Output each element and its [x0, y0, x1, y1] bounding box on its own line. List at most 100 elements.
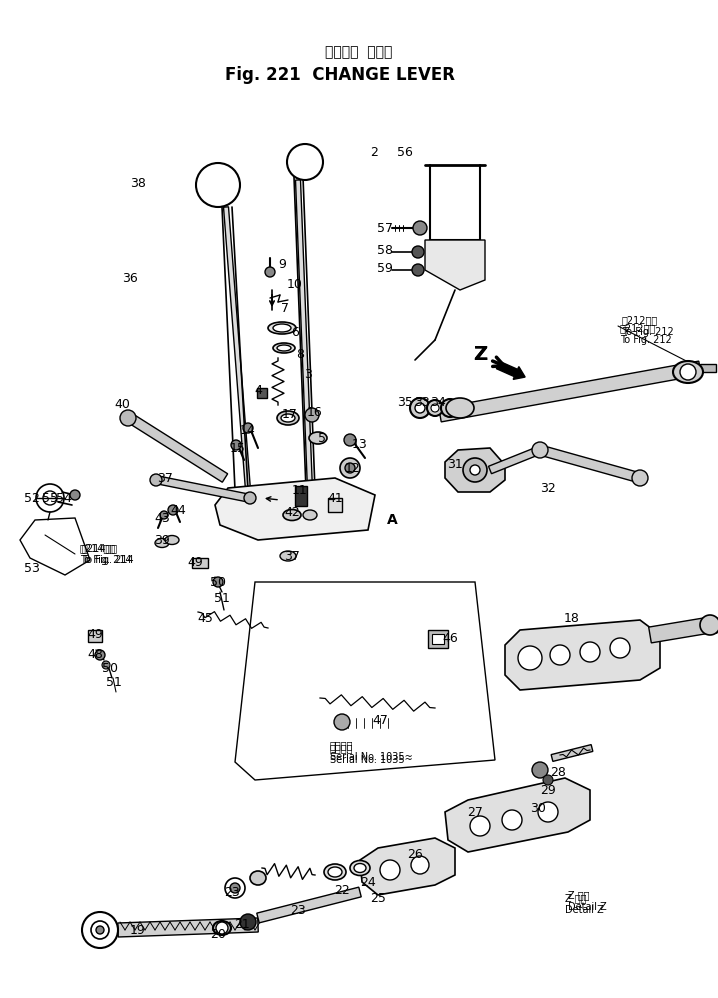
Text: A: A — [386, 513, 397, 527]
Text: 3: 3 — [304, 368, 312, 381]
Text: 56: 56 — [397, 146, 413, 159]
Bar — [428, 630, 448, 648]
Polygon shape — [439, 361, 701, 422]
Text: 8: 8 — [296, 348, 304, 361]
Polygon shape — [445, 448, 505, 492]
Ellipse shape — [281, 414, 295, 422]
Circle shape — [538, 802, 558, 822]
Text: 13: 13 — [352, 438, 368, 451]
Circle shape — [610, 638, 630, 658]
Circle shape — [160, 511, 168, 519]
Ellipse shape — [324, 864, 346, 880]
Text: 11: 11 — [292, 483, 308, 496]
Text: 4: 4 — [254, 383, 262, 396]
Text: 29: 29 — [540, 783, 556, 796]
Circle shape — [532, 442, 548, 458]
Text: 37: 37 — [284, 550, 300, 563]
Polygon shape — [257, 887, 361, 923]
Text: 48: 48 — [87, 649, 103, 662]
Circle shape — [415, 403, 425, 413]
Text: 52: 52 — [24, 491, 40, 505]
Bar — [432, 634, 444, 644]
Text: Fig. 221  CHANGE LEVER: Fig. 221 CHANGE LEVER — [225, 66, 455, 84]
Circle shape — [265, 267, 275, 277]
Bar — [257, 388, 267, 398]
Text: Z: Z — [473, 345, 487, 364]
Ellipse shape — [213, 921, 231, 935]
Text: 20: 20 — [210, 928, 226, 941]
Text: 7: 7 — [281, 301, 289, 314]
Polygon shape — [118, 918, 258, 937]
Polygon shape — [648, 617, 712, 643]
Circle shape — [380, 860, 400, 880]
Circle shape — [305, 408, 319, 422]
Circle shape — [213, 577, 223, 587]
Text: 第212図へ: 第212図へ — [620, 323, 656, 333]
Text: 19: 19 — [130, 923, 146, 936]
Text: 59: 59 — [377, 261, 393, 274]
Ellipse shape — [273, 343, 295, 353]
Circle shape — [413, 221, 427, 235]
Circle shape — [632, 470, 648, 486]
Text: To Fig. 212: To Fig. 212 — [622, 327, 673, 337]
Circle shape — [431, 404, 439, 412]
Bar — [192, 558, 208, 568]
Text: 16: 16 — [307, 405, 323, 418]
Text: 9: 9 — [278, 258, 286, 271]
Polygon shape — [127, 414, 228, 482]
Circle shape — [91, 921, 109, 939]
Circle shape — [231, 440, 241, 450]
Circle shape — [102, 661, 110, 669]
Circle shape — [532, 762, 548, 778]
Text: Z 詳細: Z 詳細 — [568, 890, 589, 900]
Text: To Fig. 212: To Fig. 212 — [620, 335, 672, 345]
FancyArrow shape — [496, 361, 525, 379]
Text: Z: Z — [473, 345, 487, 364]
Text: 31: 31 — [447, 458, 463, 471]
Polygon shape — [445, 778, 590, 852]
Polygon shape — [488, 446, 541, 474]
Ellipse shape — [273, 324, 291, 332]
Circle shape — [196, 163, 240, 207]
Text: 51: 51 — [106, 676, 122, 689]
Text: チェンジ  レバー: チェンジ レバー — [325, 45, 393, 59]
Circle shape — [463, 458, 487, 482]
Text: 46: 46 — [442, 632, 458, 645]
Polygon shape — [360, 838, 455, 895]
Text: 14: 14 — [240, 423, 256, 436]
Bar — [88, 630, 102, 642]
Text: 35: 35 — [397, 395, 413, 408]
Ellipse shape — [250, 871, 266, 885]
Ellipse shape — [268, 322, 296, 334]
Text: 26: 26 — [407, 848, 423, 861]
Polygon shape — [296, 180, 312, 490]
Circle shape — [244, 492, 256, 504]
Text: 21: 21 — [234, 918, 250, 931]
Circle shape — [441, 399, 459, 417]
Circle shape — [344, 434, 356, 446]
Text: 12: 12 — [345, 461, 361, 474]
Ellipse shape — [280, 551, 296, 561]
Text: 58: 58 — [377, 244, 393, 256]
Circle shape — [470, 465, 480, 475]
Circle shape — [95, 650, 105, 660]
Text: 23: 23 — [290, 903, 306, 916]
Circle shape — [120, 410, 136, 426]
Text: 50: 50 — [102, 662, 118, 675]
Text: 15: 15 — [230, 441, 246, 454]
Text: Detail Z: Detail Z — [565, 905, 604, 915]
Circle shape — [427, 400, 443, 416]
Circle shape — [225, 878, 245, 898]
Circle shape — [96, 926, 104, 934]
Text: 44: 44 — [170, 504, 186, 517]
Circle shape — [230, 883, 240, 893]
Polygon shape — [425, 240, 485, 290]
Text: Z 詳細: Z 詳細 — [565, 893, 587, 903]
Circle shape — [700, 615, 718, 635]
Text: 28: 28 — [550, 765, 566, 778]
Text: 47: 47 — [372, 714, 388, 727]
Polygon shape — [700, 364, 716, 372]
Text: 6: 6 — [291, 325, 299, 338]
Circle shape — [82, 912, 118, 948]
Text: To Fig. 214: To Fig. 214 — [80, 555, 131, 565]
